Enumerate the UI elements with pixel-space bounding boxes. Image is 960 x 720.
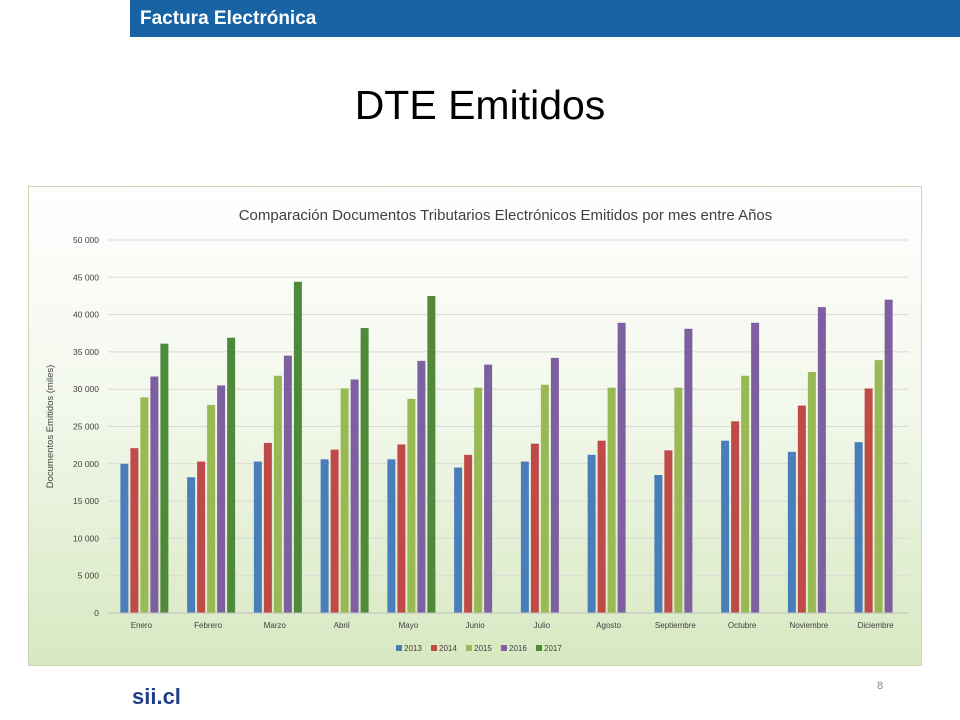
bar-2013-agosto	[587, 454, 596, 613]
x-tick-label: Diciembre	[858, 621, 895, 630]
bar-2013-febrero	[187, 477, 196, 613]
x-tick-label: Enero	[131, 621, 153, 630]
x-tick-label: Noviembre	[790, 621, 829, 630]
y-tick-label: 50 000	[73, 235, 99, 245]
bar-2016-diciembre	[884, 299, 893, 613]
bar-2017-febrero	[227, 337, 236, 613]
legend-label-2016: 2016	[509, 644, 527, 653]
bar-2014-junio	[464, 454, 473, 613]
bar-2015-marzo	[273, 375, 282, 613]
x-tick-label: Julio	[534, 621, 551, 630]
y-tick-label: 25 000	[73, 422, 99, 432]
y-tick-label: 15 000	[73, 496, 99, 506]
page-number: 8	[877, 680, 884, 692]
bar-2015-agosto	[607, 387, 616, 613]
y-tick-label: 20 000	[73, 459, 99, 469]
bar-2016-marzo	[283, 355, 292, 613]
bar-2013-julio	[520, 461, 529, 613]
bar-2013-mayo	[387, 459, 396, 613]
sii-logo: sii.cl	[132, 684, 181, 709]
y-axis-label: Documentos Emitidos (miles)	[45, 365, 56, 489]
x-tick-label: Febrero	[194, 621, 223, 630]
bar-2017-mayo	[427, 295, 436, 613]
bar-2014-mayo	[397, 444, 406, 613]
bar-2015-diciembre	[874, 360, 883, 613]
slide-title: DTE Emitidos	[354, 82, 606, 128]
bar-2016-octubre	[751, 322, 760, 613]
header-bar: Factura Electrónica	[130, 0, 960, 37]
y-tick-label: 0	[94, 608, 99, 618]
bar-2015-septiembre	[674, 387, 683, 613]
bar-2015-noviembre	[807, 372, 816, 613]
x-tick-label: Abril	[334, 621, 350, 630]
bar-2015-mayo	[407, 398, 416, 613]
legend-label-2014: 2014	[439, 644, 457, 653]
y-tick-label: 5 000	[78, 571, 100, 581]
legend-label-2015: 2015	[474, 644, 492, 653]
x-tick-label: Agosto	[596, 621, 621, 630]
bar-2014-octubre	[731, 421, 740, 613]
bar-chart: Comparación Documentos Tributarios Elect…	[45, 207, 909, 653]
bar-2014-marzo	[263, 442, 272, 613]
bar-2013-septiembre	[654, 474, 663, 613]
bar-2014-abril	[330, 449, 339, 613]
chart-area: Comparación Documentos Tributarios Elect…	[28, 186, 922, 666]
x-tick-label: Mayo	[399, 621, 419, 630]
bar-2013-noviembre	[787, 451, 796, 613]
bar-2013-marzo	[253, 461, 262, 613]
bar-2016-febrero	[217, 385, 226, 613]
y-tick-label: 10 000	[73, 533, 99, 543]
legend-swatch-2013	[396, 645, 402, 651]
x-tick-label: Junio	[466, 621, 486, 630]
bar-2017-marzo	[293, 281, 302, 613]
y-tick-label: 30 000	[73, 384, 99, 394]
bar-2016-enero	[150, 376, 159, 613]
bar-2017-abril	[360, 328, 369, 613]
bar-2014-enero	[130, 448, 139, 613]
y-tick-label: 40 000	[73, 310, 99, 320]
legend-swatch-2016	[501, 645, 507, 651]
bar-2013-octubre	[721, 440, 730, 613]
bar-2013-abril	[320, 459, 329, 613]
legend-swatch-2015	[466, 645, 472, 651]
legend-swatch-2017	[536, 645, 542, 651]
bar-2014-diciembre	[864, 388, 873, 613]
header-title: Factura Electrónica	[140, 8, 317, 29]
bar-2016-agosto	[617, 322, 626, 613]
x-tick-label: Octubre	[728, 621, 757, 630]
y-tick-label: 35 000	[73, 347, 99, 357]
legend-label-2013: 2013	[404, 644, 422, 653]
bar-2017-enero	[160, 343, 169, 613]
bar-2014-agosto	[597, 440, 606, 613]
bar-2013-enero	[120, 463, 129, 613]
bar-2014-noviembre	[797, 405, 806, 613]
bar-2015-febrero	[207, 404, 216, 613]
bar-2013-junio	[454, 467, 463, 613]
bar-2015-julio	[540, 384, 549, 613]
bar-2016-noviembre	[817, 307, 826, 613]
bar-2016-mayo	[417, 360, 426, 613]
bar-2016-abril	[350, 379, 359, 613]
bar-2015-junio	[474, 387, 483, 613]
bar-2015-abril	[340, 388, 349, 613]
bar-2016-julio	[550, 357, 559, 613]
chart-title: Comparación Documentos Tributarios Elect…	[239, 207, 773, 224]
bar-2016-junio	[484, 364, 493, 613]
bar-2016-septiembre	[684, 328, 693, 613]
x-tick-label: Marzo	[264, 621, 287, 630]
legend-swatch-2014	[431, 645, 437, 651]
bar-2014-septiembre	[664, 450, 673, 613]
x-tick-label: Septiembre	[655, 621, 696, 630]
bar-2013-diciembre	[854, 442, 863, 613]
bar-2014-febrero	[197, 461, 206, 613]
legend-label-2017: 2017	[544, 644, 562, 653]
bar-2015-enero	[140, 397, 149, 613]
y-tick-label: 45 000	[73, 272, 99, 282]
bar-2015-octubre	[741, 375, 750, 613]
bar-2014-julio	[530, 443, 539, 613]
